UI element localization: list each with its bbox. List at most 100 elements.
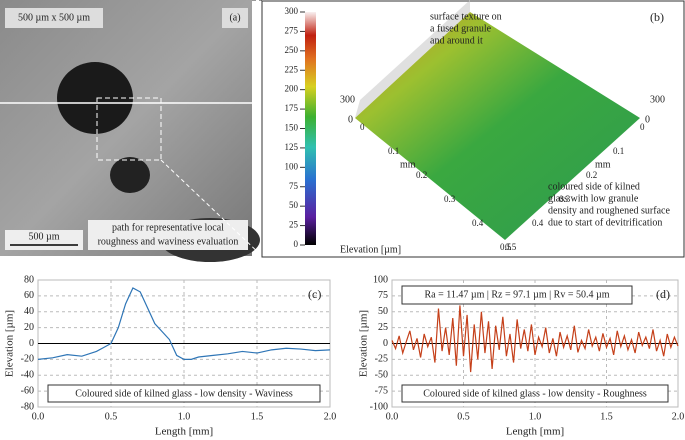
x-tick-label: 0.5 [457,411,470,422]
colorbar-tick-label: 0 [294,239,299,249]
axis-tick-label: 0.5 [505,242,517,252]
data-line [391,305,679,373]
colorbar-tick-label: 25 [289,220,299,230]
label-box [222,8,248,28]
surface [355,12,640,240]
y-tick-label: 80 [24,274,34,285]
colorbar-tick-label: 125 [285,142,299,152]
y-tick-label: 50 [378,306,388,317]
annotation-box [401,285,633,305]
y-tick-label: 0 [383,338,388,349]
colorbar-tick-label: 300 [285,6,299,16]
y-tick-label: -50 [375,370,388,381]
x-tick-label: 1.5 [600,411,613,422]
axis-tick-label: 0.5 [500,242,512,252]
axis-tick-label: 0.2 [586,170,597,180]
y-tick-label: -75 [375,385,388,396]
colorbar-tick-label: 50 [289,200,299,210]
z-label: 300 [340,94,355,105]
x-tick-label: 0.0 [386,411,399,422]
label-box [5,8,103,28]
panel-label: (b) [650,10,664,24]
legend-box [401,384,669,403]
y-tick-label: 75 [378,290,388,301]
label-box [88,220,248,250]
axis-tick-label: 0.2 [416,170,427,180]
y-tick-label: 25 [378,322,388,333]
y-tick-label: -100 [370,401,388,412]
wall [355,0,470,118]
annotation: coloured side of kilned [548,181,640,192]
legend-text: Coloured side of kilned glass - low dens… [75,388,293,399]
axis-tick-label: 0.3 [559,194,571,204]
y-tick-label: 0 [29,338,34,349]
y-tick-label: 100 [373,274,388,285]
annotation: Ra = 11.47 µm | Rz = 97.1 µm | Rv = 50.4… [424,289,609,300]
annotation: and around it [430,35,483,46]
y-axis-label: Elevation [µm] [358,310,370,377]
axis-tick-label: 0.1 [388,146,399,156]
annotation: glass with low granule [548,193,639,204]
axis-unit: mm [595,159,611,170]
scalebar-text: 500 µm [28,231,59,242]
annotation: surface texture on [430,11,502,22]
z-label: 0 [348,114,353,125]
panel-label: (c) [308,287,321,301]
axis-tick-label: 0.1 [613,146,624,156]
colorbar-tick-label: 100 [285,161,299,171]
y-tick-label: -20 [21,354,34,365]
z-label: 0 [645,114,650,125]
zoom-box [96,97,162,161]
axis-tick-label: 0.3 [444,194,456,204]
x-tick-label: 1.0 [178,411,191,422]
micrograph [0,0,252,256]
colorbar [305,12,316,245]
annotation: density and roughened surface [548,205,670,216]
legend-box [47,384,321,403]
y-tick-label: -40 [21,370,34,381]
caption: roughness and waviness evaluation [98,236,239,247]
colorbar-tick-label: 175 [285,103,299,113]
colorbar-label: Elevation [µm] [340,244,401,255]
axis-tick-label: 0 [360,122,365,132]
legend-text: Coloured side of kilned glass - low dens… [423,388,647,399]
panel-label: (d) [656,287,670,301]
z-label: 300 [650,94,665,105]
axis-unit: mm [400,159,416,170]
charts: -80 -60 -40 -20 0 20 40 60 80 0.0 0.5 1.0 1.5 2.0 Colo… [4,274,685,437]
caption: path for representative local [112,222,224,233]
data-line [37,287,331,360]
x-axis-label: Length [mm] [155,426,213,438]
colorbar-tick-label: 200 [285,84,299,94]
axis-tick-label: 0.4 [472,218,484,228]
x-tick-label: 2.0 [324,411,337,422]
colorbar-tick-label: 150 [285,123,299,133]
y-tick-label: -25 [375,354,388,365]
pore [57,62,133,134]
colorbar-tick-label: 75 [289,181,299,191]
axis-labels: 0 0.1 0.2 0.3 0.4 0.5 0 0.1 0.2 0.3 0.4 0.5 [360,122,645,252]
x-axis-label: Length [mm] [506,426,564,438]
x-tick-label: 2.0 [672,411,685,422]
scale-text: 500 µm x 500 µm [18,12,90,23]
x-tick-label: 1.5 [251,411,264,422]
colorbar-tick-label: 225 [285,64,299,74]
axis-tick-label: 0 [640,122,645,132]
annotation: due to start of devitrification [548,217,662,228]
colorbar-tick-label: 250 [285,45,299,55]
y-tick-label: 20 [24,322,34,333]
x-tick-label: 0.5 [105,411,118,422]
pore [110,157,150,193]
colorbar-tick-label: 275 [285,25,299,35]
y-tick-label: 60 [24,290,34,301]
y-tick-label: -80 [21,401,34,412]
connector [160,159,263,257]
x-tick-label: 0.0 [32,411,45,422]
y-axis-label: Elevation [µm] [4,310,16,377]
y-tick-label: 40 [24,306,34,317]
axis-tick-label: 0.4 [532,218,544,228]
annotation: a fused granule [430,23,492,34]
y-tick-label: -60 [21,385,34,396]
